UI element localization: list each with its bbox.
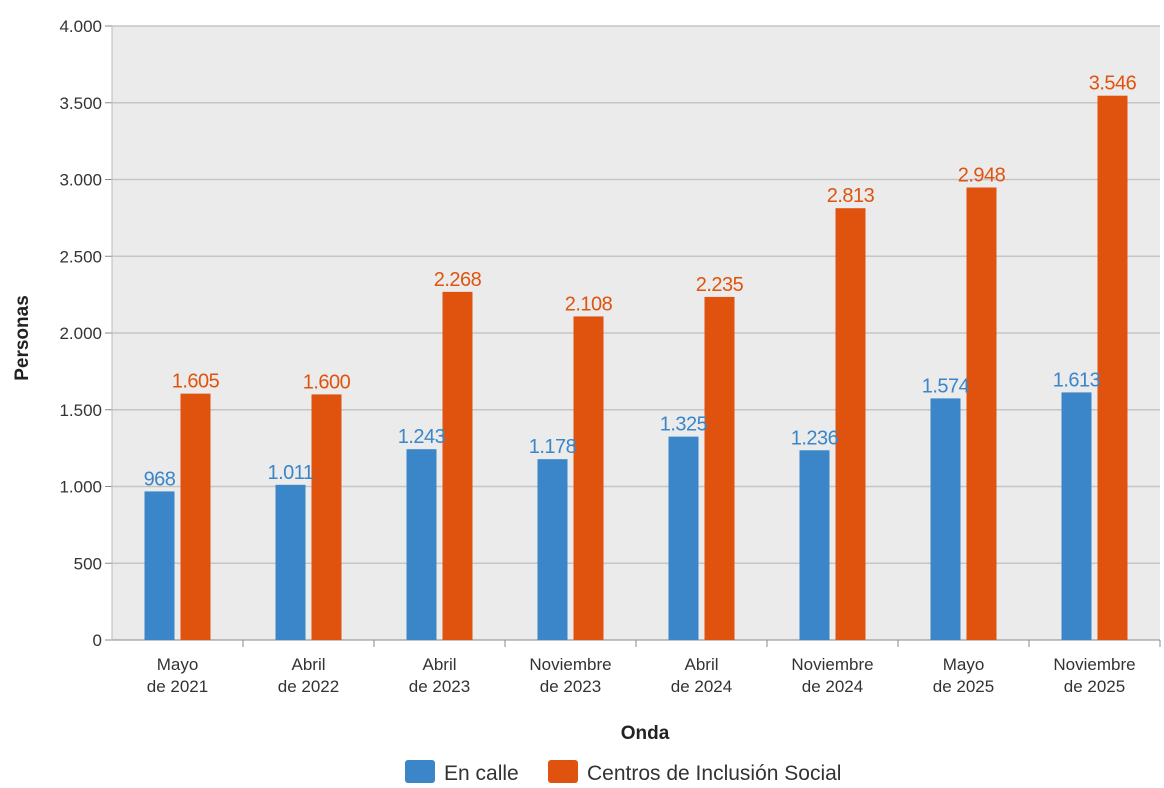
y-tick-label: 2.000 xyxy=(59,324,102,343)
bar-centros xyxy=(311,394,342,640)
data-label-en-calle: 1.325 xyxy=(660,414,708,436)
data-label-en-calle: 1.243 xyxy=(398,426,446,448)
data-label-centros: 1.605 xyxy=(172,371,220,393)
y-tick-label: 4.000 xyxy=(59,17,102,36)
data-label-en-calle: 1.613 xyxy=(1053,369,1101,391)
y-tick-label: 3.500 xyxy=(59,94,102,113)
bar-centros xyxy=(704,296,735,640)
x-tick-label: Noviembre de 2025 xyxy=(1053,655,1135,696)
bar-centros xyxy=(573,316,604,640)
x-tick-label: Mayo de 2021 xyxy=(147,655,208,696)
data-label-en-calle: 968 xyxy=(144,468,176,490)
y-axis-title: Personas xyxy=(12,295,33,381)
bar-centros xyxy=(966,187,997,640)
x-tick-label: Mayo de 2025 xyxy=(933,655,994,696)
data-label-en-calle: 1.236 xyxy=(791,427,839,449)
data-label-en-calle: 1.178 xyxy=(529,436,577,458)
legend-swatch-en-calle xyxy=(405,760,435,783)
x-tick-label: Abril de 2023 xyxy=(409,655,470,696)
x-tick-label: Abril de 2024 xyxy=(671,655,732,696)
data-label-centros: 2.108 xyxy=(565,293,613,315)
bar-en-calle xyxy=(668,436,699,640)
bar-en-calle xyxy=(406,449,437,640)
data-label-centros: 1.600 xyxy=(303,371,351,393)
bar-centros xyxy=(835,208,866,640)
bar-centros xyxy=(1097,95,1128,640)
y-tick-label: 3.000 xyxy=(59,171,102,190)
bar-en-calle xyxy=(930,398,961,640)
data-label-en-calle: 1.574 xyxy=(922,375,970,397)
bar-centros xyxy=(442,291,473,640)
legend-swatch-centros xyxy=(548,760,578,783)
x-tick-label: Noviembre de 2023 xyxy=(529,655,611,696)
legend: En calle Centros de Inclusión Social xyxy=(405,760,841,785)
bar-en-calle xyxy=(799,450,830,640)
y-tick-label: 500 xyxy=(74,554,102,573)
bar-centros xyxy=(180,393,211,640)
legend-label-centros: Centros de Inclusión Social xyxy=(587,762,841,783)
data-label-centros: 2.268 xyxy=(434,269,482,291)
data-label-centros: 2.948 xyxy=(958,164,1006,186)
y-tick-label: 0 xyxy=(93,631,102,650)
x-tick-label: Noviembre de 2024 xyxy=(791,655,873,696)
x-axis-title: Onda xyxy=(621,723,670,744)
y-tick-label: 1.500 xyxy=(59,401,102,420)
data-label-centros: 2.813 xyxy=(827,185,875,207)
bar-en-calle xyxy=(1061,392,1092,640)
data-label-centros: 2.235 xyxy=(696,274,744,296)
data-label-en-calle: 1.011 xyxy=(267,462,313,484)
bar-en-calle xyxy=(537,459,568,640)
legend-label-en-calle: En calle xyxy=(444,762,519,783)
bar-en-calle xyxy=(144,491,175,640)
y-tick-label: 2.500 xyxy=(59,247,102,266)
bar-en-calle xyxy=(275,484,306,640)
y-tick-label: 1.000 xyxy=(59,478,102,497)
data-label-centros: 3.546 xyxy=(1089,73,1137,95)
x-tick-label: Abril de 2022 xyxy=(278,655,339,696)
